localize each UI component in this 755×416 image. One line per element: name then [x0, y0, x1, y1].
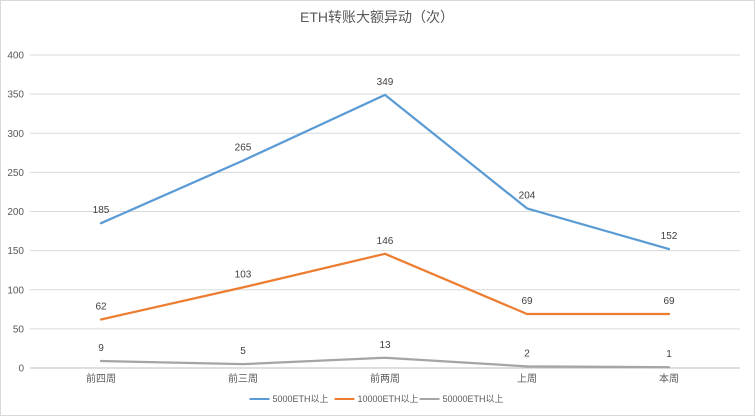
x-tick-label: 前四周 [86, 372, 116, 385]
data-label: 185 [93, 205, 110, 216]
series-2: 62 103 146 69 69 [95, 236, 675, 321]
y-tick-label: 350 [7, 90, 24, 101]
y-tick-label: 50 [13, 324, 25, 335]
data-label: 1 [666, 349, 672, 360]
y-tick-label: 0 [18, 364, 24, 375]
data-label: 265 [235, 143, 252, 154]
data-label: 204 [519, 190, 536, 201]
series-line [99, 356, 671, 369]
legend-label: 50000ETH以上 [443, 394, 504, 404]
y-tick-label: 250 [7, 168, 24, 179]
y-tick-label: 150 [7, 246, 24, 257]
data-label: 69 [663, 296, 675, 307]
data-label: 13 [379, 340, 391, 351]
x-axis: 前四周 前三周 前两周 上周 本周 [86, 372, 679, 385]
y-tick-label: 100 [7, 285, 24, 296]
data-label: 62 [95, 301, 107, 312]
series-1: 185 265 349 204 152 [93, 77, 678, 251]
legend-item: 10000ETH以上 [334, 394, 419, 404]
gridlines [30, 54, 740, 369]
legend-item: 5000ETH以上 [249, 394, 329, 404]
y-tick-label: 300 [7, 129, 24, 140]
x-tick-label: 上周 [517, 373, 537, 385]
y-tick-label: 200 [7, 207, 24, 218]
y-axis: 0 50 100 150 200 250 300 350 400 [7, 51, 24, 375]
series-line [99, 93, 671, 251]
data-label: 103 [235, 269, 252, 280]
x-tick-label: 本周 [659, 372, 679, 385]
data-label: 349 [377, 77, 394, 88]
y-tick-label: 400 [7, 51, 24, 62]
legend-item: 50000ETH以上 [419, 394, 504, 404]
legend-label: 10000ETH以上 [358, 394, 419, 404]
data-label: 2 [524, 348, 530, 359]
data-label: 146 [377, 236, 394, 247]
x-tick-label: 前两周 [370, 372, 400, 385]
data-label: 5 [240, 346, 246, 357]
legend-label: 5000ETH以上 [273, 394, 329, 404]
data-label: 9 [98, 343, 104, 354]
series-line [99, 252, 671, 321]
legend: 5000ETH以上 10000ETH以上 50000ETH以上 [249, 394, 504, 404]
chart-title: ETH转账大额异动（次） [300, 9, 454, 25]
data-label: 69 [521, 296, 533, 307]
data-label: 152 [661, 231, 678, 242]
x-tick-label: 前三周 [228, 372, 258, 385]
